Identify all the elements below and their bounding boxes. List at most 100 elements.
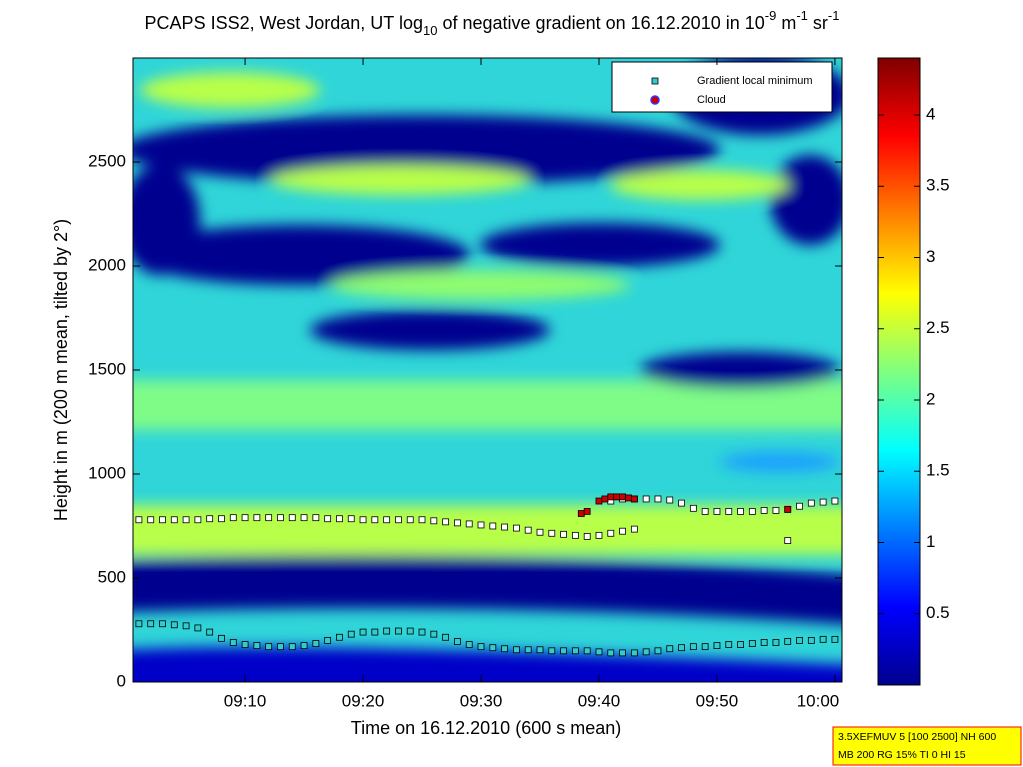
point [796,637,803,644]
x-tick-label: 09:40 [578,691,621,710]
title-part: 10 [423,23,437,38]
colorbar-tick-label: 3 [926,247,935,266]
point [406,627,414,635]
point [630,525,638,533]
point [383,627,391,635]
point [454,519,461,527]
point [359,516,367,524]
point [229,639,237,646]
point [253,642,261,649]
point [666,496,674,504]
point [524,646,532,654]
point [253,514,261,522]
heatmap-field [133,58,842,682]
point [577,510,585,517]
point [784,638,792,645]
point [583,508,591,515]
point [784,505,792,513]
point [701,643,709,651]
point [371,628,379,636]
point [277,643,284,651]
point [430,630,438,638]
point [642,648,650,656]
point [619,527,626,535]
point [194,516,202,524]
point [159,516,166,524]
point [760,639,768,646]
point [300,642,308,649]
point [182,622,190,630]
point [477,521,485,529]
y-tick-label: 1500 [88,359,126,378]
point [135,620,143,628]
point [772,639,780,646]
x-tick-label: 09:30 [460,691,503,710]
legend-label: Cloud [697,94,726,106]
point [218,634,225,642]
point [206,515,214,523]
point [159,620,166,628]
point [819,635,827,643]
point [689,504,697,512]
point [359,628,367,636]
point [831,497,839,505]
point [371,516,379,524]
point [613,493,621,501]
point [571,531,579,539]
point [748,640,756,647]
colorbar-tick-label: 0.5 [926,603,950,622]
colorbar-tick-label: 1 [926,532,935,551]
title-part: -1 [828,8,840,23]
point [713,508,721,515]
point [678,644,685,652]
point [241,641,249,648]
point [571,647,579,655]
point [194,624,202,632]
colorbar-tick-label: 2 [926,389,935,408]
point [583,647,591,655]
point [807,637,815,644]
point [678,499,685,507]
point [524,526,532,534]
y-tick-label: 1000 [88,463,126,482]
title-part: sr [808,13,828,33]
point [182,516,190,524]
point [418,628,426,636]
point [583,533,591,540]
point [347,630,355,638]
point [489,522,497,530]
point [265,643,273,651]
point [772,506,780,514]
colorbar-tick-label: 2.5 [926,318,950,337]
point [418,516,426,524]
point [807,499,815,507]
point [642,495,650,503]
point [206,628,214,636]
point [465,641,473,648]
point [619,493,626,501]
point [135,516,143,524]
point [277,514,284,522]
point [336,633,343,641]
footer-line: 3.5XEFMUV 5 [100 2500] NH 600 [838,731,996,743]
title-part: -9 [765,8,777,23]
y-tick-label: 2500 [88,151,126,170]
point [241,514,249,522]
point [625,494,632,502]
point [218,515,225,523]
point [347,515,355,523]
point [265,514,273,522]
y-tick-label: 0 [117,671,126,690]
point [430,517,438,525]
x-tick-label: 10:00 [797,691,840,710]
point [607,529,615,537]
point [501,645,509,653]
point [654,647,662,655]
point [336,515,343,523]
y-tick-label: 2000 [88,255,126,274]
point [630,649,638,657]
point [324,637,332,644]
point [465,520,473,528]
point [442,633,450,641]
